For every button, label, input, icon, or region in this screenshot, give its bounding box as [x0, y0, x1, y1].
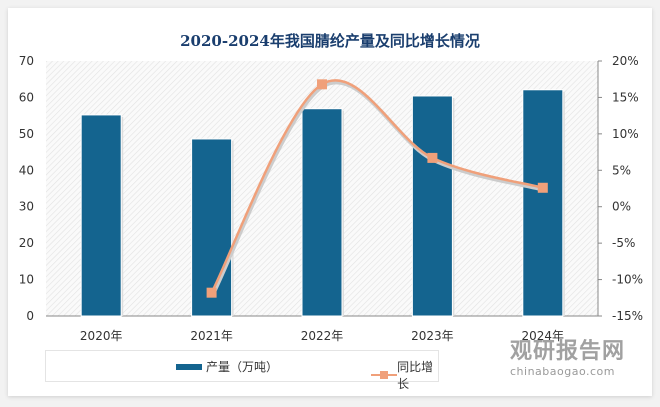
y-left-tick-label: 20 — [19, 236, 34, 250]
growth-marker — [206, 287, 217, 298]
y-left-tick-label: 10 — [19, 273, 34, 287]
x-tick-label: 2021年 — [190, 329, 233, 343]
watermark: 观研报告网 chinabaogao.com — [470, 333, 625, 378]
y-right-tick-label: -15% — [612, 309, 643, 323]
y-left-tick-label: 60 — [19, 90, 34, 104]
legend-item-production: 产量（万吨） — [176, 358, 278, 375]
y-left-tick-label: 30 — [19, 200, 34, 214]
y-right-tick-label: -5% — [612, 236, 635, 250]
watermark-en: chinabaogao.com — [510, 365, 615, 378]
chart-title: 2020-2024年我国腈纶产量及同比增长情况 — [180, 32, 480, 50]
legend-item-growth: 同比增长 — [371, 358, 438, 392]
watermark-cn: 观研报告网 — [510, 339, 626, 364]
y-right-tick-label: 15% — [612, 90, 639, 104]
bar — [80, 114, 122, 317]
y-left-tick-label: 70 — [19, 54, 34, 68]
y-right-tick-label: 20% — [612, 54, 639, 68]
bar — [411, 95, 453, 317]
x-tick-label: 2024年 — [522, 329, 565, 343]
y-left-tick-label: 0 — [26, 309, 34, 323]
x-tick-label: 2020年 — [80, 329, 123, 343]
bar — [522, 89, 564, 317]
y-right-tick-label: 10% — [612, 127, 639, 141]
legend-label: 同比增长 — [397, 360, 434, 391]
y-right-tick-label: -10% — [612, 273, 643, 287]
growth-marker — [317, 79, 327, 90]
growth-marker — [537, 182, 548, 193]
growth-marker — [427, 152, 438, 163]
growth-line — [210, 79, 544, 294]
y-right-tick-label: 0% — [612, 200, 631, 214]
x-tick-label: 2023年 — [411, 329, 454, 343]
bar — [301, 108, 343, 317]
y-right-tick-label: 5% — [612, 163, 631, 177]
y-left-tick-label: 50 — [19, 127, 34, 141]
legend-label: 产量（万吨） — [206, 360, 279, 374]
legend-line-swatch — [371, 371, 397, 379]
legend: 产量（万吨） 同比增长 — [45, 350, 439, 391]
y-left-tick-label: 40 — [19, 163, 34, 177]
x-tick-label: 2022年 — [301, 329, 344, 343]
bar — [191, 138, 233, 317]
legend-bar-swatch — [176, 363, 202, 370]
